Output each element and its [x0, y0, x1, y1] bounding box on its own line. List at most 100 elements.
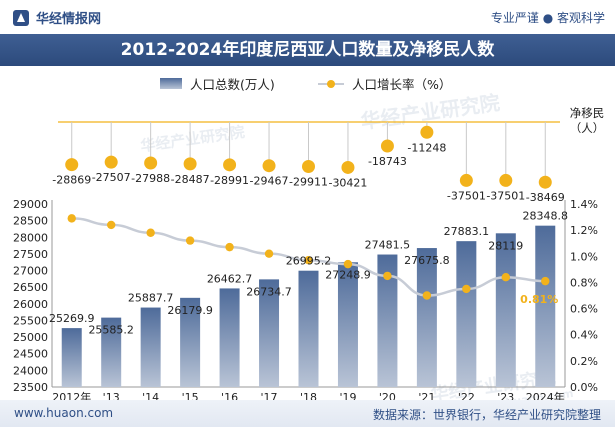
population-value-label: 28348.8 — [523, 210, 569, 223]
net-migration-label: -27507 — [92, 171, 131, 184]
top-bar: 华经情报网 专业严谨 ● 客观科学 — [0, 0, 615, 34]
legend-line-swatch-icon — [318, 78, 344, 89]
growth-rate-point — [264, 249, 274, 258]
x-category-label: '14 — [142, 391, 159, 400]
net-migration-point — [65, 158, 79, 172]
net-migration-label: -28869 — [52, 174, 91, 187]
net-migration-point — [183, 157, 197, 171]
net-migration-label: -28487 — [171, 173, 210, 186]
y-right-tick-label: 1.0% — [570, 250, 598, 263]
net-migration-point — [538, 175, 552, 189]
population-bar — [535, 225, 556, 387]
population-bar — [495, 233, 516, 387]
population-bar — [416, 248, 437, 387]
population-value-label: 26995.2 — [286, 255, 332, 268]
x-category-label: '23 — [497, 391, 514, 400]
x-category-label: '22 — [458, 391, 475, 400]
x-category-label: '13 — [103, 391, 120, 400]
y-left-tick-label: 24000 — [13, 364, 48, 377]
population-value-label: 26179.9 — [167, 304, 213, 317]
y-right-tick-label: 0.0% — [570, 381, 598, 394]
y-left-tick-label: 27500 — [13, 248, 48, 261]
y-left-tick-label: 28500 — [13, 215, 48, 228]
net-migration-label: -30421 — [328, 176, 367, 189]
net-migration-label: -28991 — [210, 174, 249, 187]
y-right-tick-label: 0.2% — [570, 355, 598, 368]
x-category-label: '19 — [339, 391, 356, 400]
y-right-tick-label: 1.4% — [570, 198, 598, 211]
footer-source: 数据来源：世界银行，华经产业研究院整理 — [372, 408, 601, 422]
legend-bar-swatch-icon — [160, 78, 182, 89]
brand-name: 华经情报网 — [36, 12, 102, 27]
population-bar — [337, 262, 358, 387]
net-migration-label: -37501 — [447, 189, 486, 202]
x-category-label: '17 — [261, 391, 278, 400]
population-bar — [61, 328, 82, 387]
legend: 人口总数(万人) 人口增长率（%） — [0, 72, 615, 94]
net-migration-label: -29911 — [289, 176, 328, 189]
footer-site: www.huaon.com — [14, 406, 114, 420]
footer: www.huaon.com 数据来源：世界银行，华经产业研究院整理 — [0, 400, 615, 427]
legend-item-population: 人口总数(万人) — [160, 74, 275, 93]
net-migration-point — [459, 173, 473, 187]
chart-title: 2012-2024年印度尼西亚人口数量及净移民人数 — [120, 40, 495, 60]
brand: 华经情报网 — [12, 8, 101, 27]
tagline: 专业严谨 ● 客观科学 — [490, 11, 605, 25]
growth-rate-point — [146, 228, 155, 237]
x-category-label: '15 — [182, 391, 199, 400]
growth-rate-point — [304, 256, 313, 265]
population-value-label: 27248.9 — [325, 268, 371, 281]
y-left-tick-label: 25000 — [13, 331, 48, 344]
net-migration-point — [302, 160, 315, 174]
y-right-tick-label: 1.2% — [570, 224, 598, 237]
net-migration-unit-label: 净移民（人） — [569, 106, 605, 135]
growth-rate-point — [67, 214, 76, 223]
net-migration-point — [104, 155, 118, 169]
y-left-tick-label: 26500 — [13, 281, 48, 294]
y-right-tick-label: 0.8% — [570, 276, 598, 289]
population-bar — [219, 288, 240, 387]
legend-label-growth: 人口增长率（%） — [352, 77, 452, 92]
legend-item-growth: 人口增长率（%） — [318, 74, 451, 93]
y-right-tick-label: 0.6% — [570, 303, 598, 316]
y-left-tick-label: 27000 — [13, 265, 48, 278]
net-migration-label: -37501 — [486, 189, 525, 202]
growth-rate-point — [501, 273, 511, 282]
net-migration-label: -27988 — [131, 172, 170, 185]
population-bar — [180, 297, 201, 387]
legend-label-population: 人口总数(万人) — [190, 77, 275, 92]
x-category-label: '18 — [300, 391, 317, 400]
x-category-label: 2024年 — [526, 390, 565, 400]
net-migration-label: -18743 — [368, 155, 407, 168]
population-value-label: 27675.8 — [404, 254, 450, 267]
population-value-label: 28119 — [488, 239, 523, 252]
growth-rate-point — [106, 220, 116, 230]
population-bar — [298, 270, 319, 387]
population-value-label: 26462.7 — [207, 272, 253, 285]
net-migration-point — [223, 158, 237, 172]
net-migration-point — [380, 139, 394, 153]
y-left-tick-label: 29000 — [13, 198, 48, 211]
population-value-label: 27481.5 — [365, 239, 411, 252]
y-left-tick-label: 23500 — [13, 381, 48, 394]
growth-rate-point — [185, 236, 195, 245]
growth-rate-point — [383, 271, 392, 281]
population-bar — [456, 241, 477, 387]
population-value-label: 25269.9 — [49, 312, 95, 325]
y-left-tick-label: 28000 — [13, 231, 48, 244]
population-bar — [259, 279, 280, 387]
x-category-label: '20 — [379, 391, 396, 400]
population-value-label: 27883.1 — [444, 225, 490, 238]
net-migration-label: -29467 — [250, 175, 289, 188]
net-migration-point — [341, 160, 355, 174]
growth-rate-last-label: 0.81% — [520, 293, 558, 306]
growth-rate-point — [343, 259, 353, 269]
title-bar: 2012-2024年印度尼西亚人口数量及净移民人数 — [0, 34, 615, 66]
population-bar — [101, 317, 122, 387]
net-migration-label: -11248 — [407, 141, 446, 154]
x-category-label: 2012年 — [52, 390, 91, 400]
x-category-label: '21 — [418, 391, 435, 400]
y-right-tick-label: 0.4% — [570, 329, 598, 342]
y-left-tick-label: 24500 — [13, 348, 48, 361]
chart-svg: -28869 -27507 -27988 -28487 -28991 -29467 -299… — [13, 121, 598, 400]
